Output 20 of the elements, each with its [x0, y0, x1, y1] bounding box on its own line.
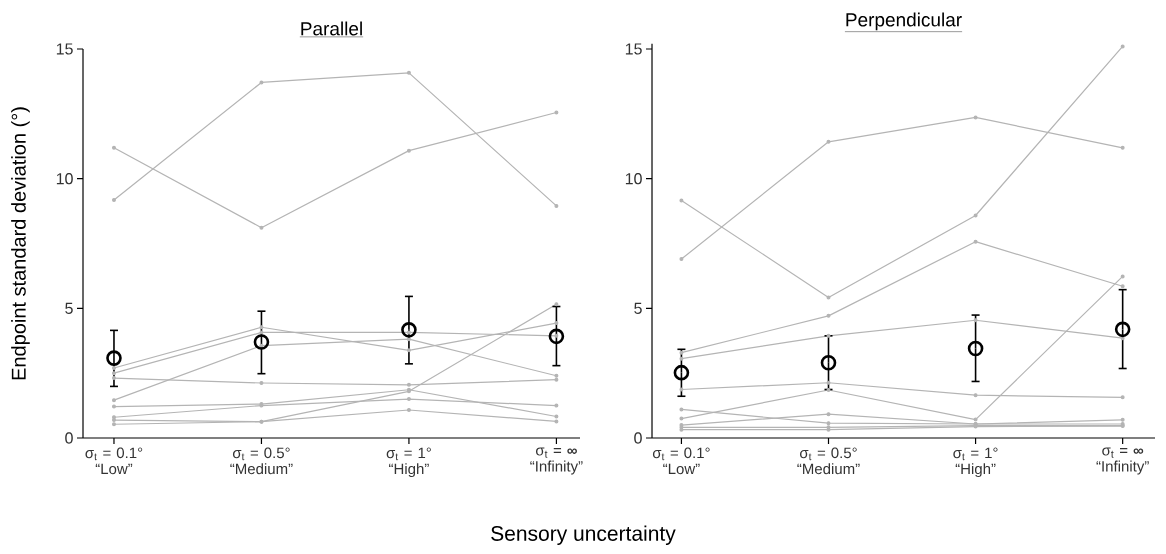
x-tick-label: σ$_{t}$ = ∞ “Infinity” — [1096, 447, 1149, 475]
x-axis-title: Sensory uncertainty — [491, 525, 676, 546]
y-tick-label: 0 — [634, 432, 642, 444]
chart-title: Perpendicular — [846, 12, 962, 31]
y-tick-label: 15 — [56, 43, 73, 55]
y-tick-label: 0 — [65, 432, 73, 444]
x-tick-label: σ$_{t}$ = 0.5° “Medium” — [797, 447, 860, 475]
chart-title: Parallel — [301, 21, 362, 36]
x-tick-label: σ$_{t}$ = 0.5° “Medium” — [230, 447, 293, 475]
y-tick-label: 10 — [56, 173, 73, 185]
x-tick-label: σ$_{t}$ = 0.1° “Low” — [652, 447, 710, 475]
x-tick-label: σ$_{t}$ = 0.1° “Low” — [85, 447, 143, 475]
y-tick-label: 15 — [625, 43, 642, 55]
y-tick-label: 5 — [65, 302, 73, 314]
x-tick-label: σ$_{t}$ = ∞ “Infinity” — [530, 447, 583, 475]
y-tick-label: 5 — [634, 302, 642, 314]
y-axis-title: Endpoint standard deviation (°) — [11, 107, 30, 380]
x-tick-label: σ$_{t}$ = 1° “High” — [953, 447, 998, 478]
y-tick-label: 10 — [625, 173, 642, 185]
x-tick-label: σ$_{t}$ = 1° “High” — [386, 447, 431, 478]
